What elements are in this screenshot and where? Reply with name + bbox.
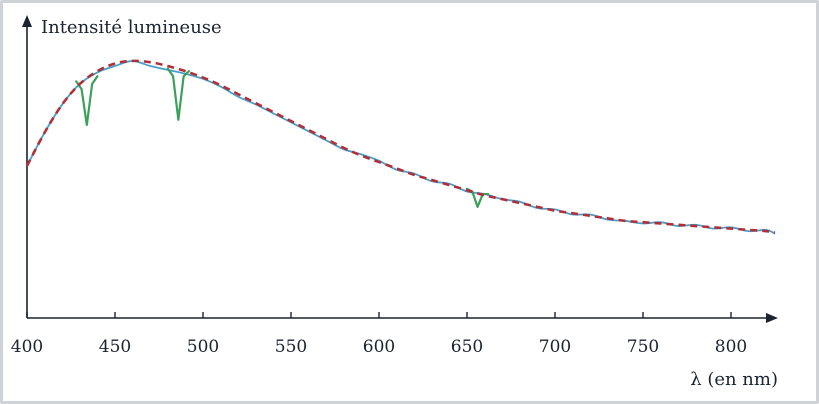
x-tick-label-600: 600	[363, 337, 395, 357]
x-tick-label-400: 400	[11, 337, 43, 357]
x-tick-label-650: 650	[451, 337, 483, 357]
x-axis-arrow	[766, 313, 778, 323]
y-axis-arrow	[22, 15, 32, 27]
y-axis-label: Intensité lumineuse	[41, 17, 222, 38]
x-axis-label: λ (en nm)	[690, 369, 778, 390]
x-tick-label-700: 700	[539, 337, 571, 357]
axes	[22, 15, 778, 323]
x-ticks: 400 450 500 550 600 650 700 750 800	[11, 312, 747, 357]
spectrum-chart: 400 450 500 550 600 650 700 750 800 Intensité lu…	[11, 15, 778, 390]
measured-spectrum-curve	[26, 60, 776, 235]
x-tick-label-800: 800	[715, 337, 747, 357]
x-tick-label-500: 500	[187, 337, 219, 357]
x-tick-label-550: 550	[275, 337, 307, 357]
x-tick-label-450: 450	[99, 337, 131, 357]
x-tick-label-750: 750	[627, 337, 659, 357]
absorption-line-1	[75, 75, 99, 127]
absorption-line-2	[166, 67, 191, 121]
model-curve-dashed	[25, 59, 776, 234]
series-group	[25, 59, 776, 235]
